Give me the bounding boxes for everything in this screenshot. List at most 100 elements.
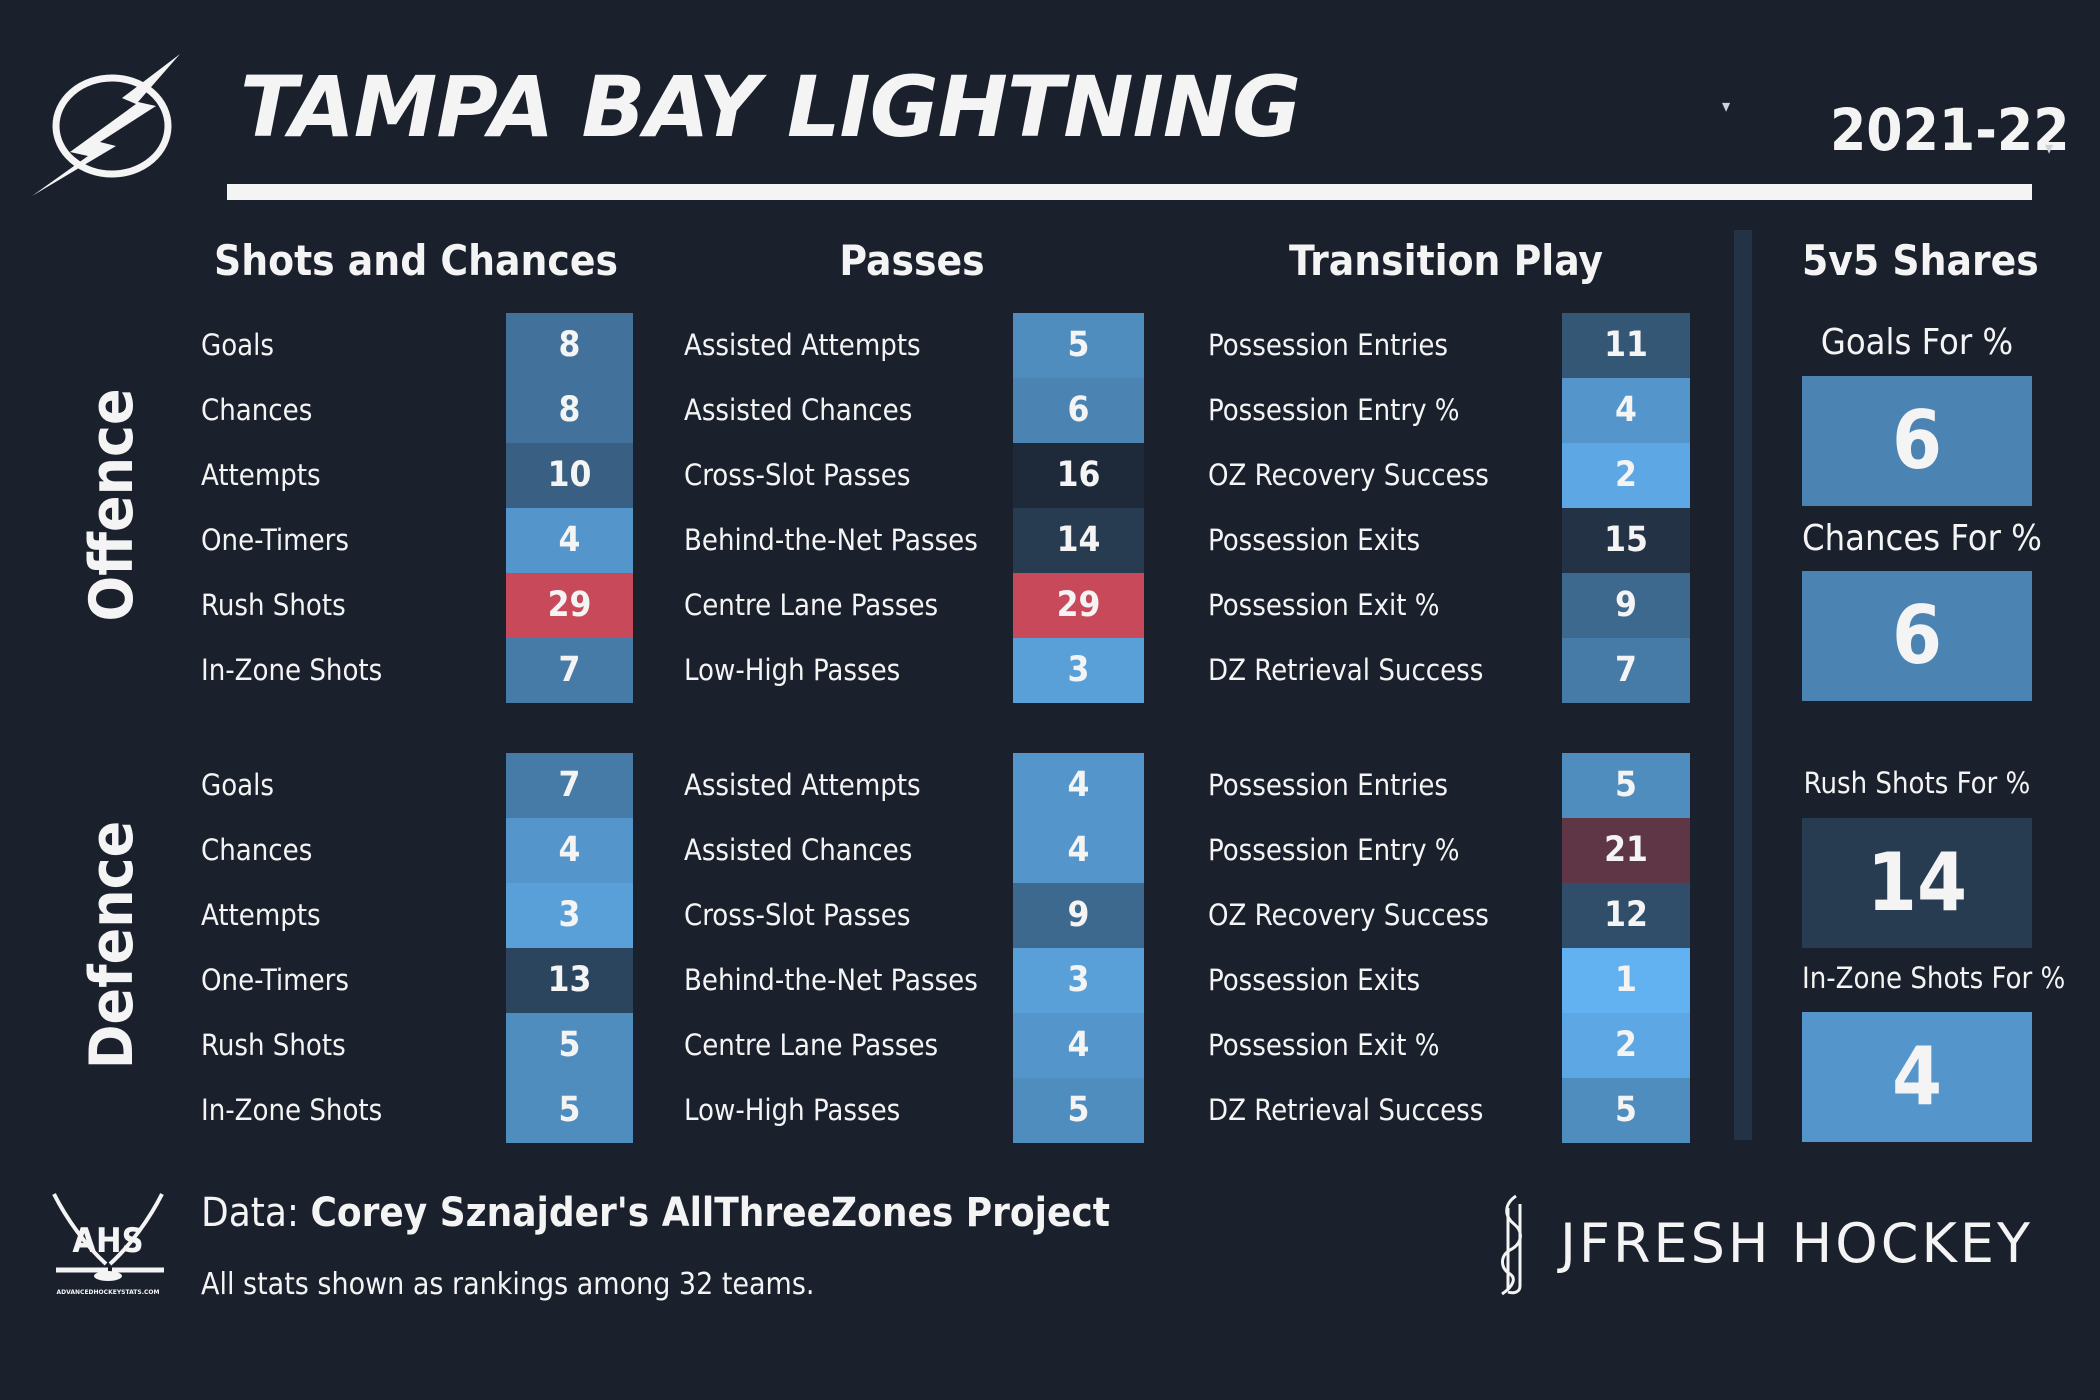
defence-label: Defence [77, 820, 147, 1070]
share-rank-box: 6 [1802, 571, 2032, 701]
season-dropdown-chevron-icon[interactable]: ▾ [2045, 138, 2054, 159]
share-rank-box: 4 [1802, 1012, 2032, 1142]
data-source-link[interactable]: Corey Sznajder's AllThreeZones Project [310, 1190, 1110, 1236]
section-heading-shots: Shots and Chances [214, 236, 618, 285]
offence-shots-rank-cell: 8 [506, 313, 633, 378]
team-dropdown-chevron-icon[interactable]: ▾ [1722, 96, 1731, 117]
offence-transition-row-label: Possession Exit % [1208, 588, 1440, 622]
defence-transition-rank-cell: 5 [1562, 1078, 1690, 1143]
offence-transition-row-label: Possession Entries [1208, 328, 1448, 362]
defence-shots-rank-cell: 13 [506, 948, 633, 1013]
offence-shots-row-label: In-Zone Shots [201, 653, 383, 687]
share-title: Rush Shots For % [1803, 766, 2031, 800]
share-title: In-Zone Shots For % [1802, 961, 2066, 995]
defence-passes-row-label: Assisted Chances [684, 833, 913, 867]
defence-transition-rank-cell: 5 [1562, 753, 1690, 818]
ahs-logo-text: AHS [72, 1221, 143, 1261]
offence-transition-row-label: Possession Exits [1208, 523, 1421, 557]
defence-passes-row-label: Low-High Passes [684, 1093, 901, 1127]
offence-transition-row-label: DZ Retrieval Success [1208, 653, 1484, 687]
data-credit: Data: Corey Sznajder's AllThreeZones Pro… [201, 1190, 1110, 1236]
offence-passes-row-label: Cross-Slot Passes [684, 458, 911, 492]
defence-shots-row-label: Attempts [201, 898, 321, 932]
lightning-logo-icon [32, 54, 180, 196]
share-rank-box: 6 [1802, 376, 2032, 506]
offence-shots-rank-cell: 7 [506, 638, 633, 703]
offence-transition-row-label: OZ Recovery Success [1208, 458, 1489, 492]
defence-transition-row-label: Possession Exit % [1208, 1028, 1440, 1062]
offence-shots-rank-cell: 8 [506, 378, 633, 443]
offence-shots-row-label: One-Timers [201, 523, 349, 557]
season-select[interactable]: 2021-22 [1830, 96, 2070, 164]
ahs-logo-icon: AHS ADVANCEDHOCKEYSTATS.COM [52, 1193, 164, 1296]
offence-shots-rank-cell: 10 [506, 443, 633, 508]
defence-passes-row-label: Behind-the-Net Passes [684, 963, 978, 997]
defence-passes-rank-cell: 4 [1013, 818, 1144, 883]
offence-label: Offence [77, 388, 147, 622]
data-credit-prefix: Data: [201, 1190, 311, 1236]
defence-shots-rank-cell: 4 [506, 818, 633, 883]
defence-transition-rank-cell: 2 [1562, 1013, 1690, 1078]
offence-passes-rank-cell: 14 [1013, 508, 1144, 573]
offence-passes-row-label: Assisted Attempts [684, 328, 921, 362]
defence-shots-rank-cell: 3 [506, 883, 633, 948]
team-title: TAMPA BAY LIGHTNING [240, 58, 1301, 156]
defence-passes-rank-cell: 9 [1013, 883, 1144, 948]
defence-shots-row-label: Rush Shots [201, 1028, 346, 1062]
offence-shots-row-label: Chances [201, 393, 313, 427]
offence-shots-rank-cell: 29 [506, 573, 633, 638]
offence-transition-rank-cell: 7 [1562, 638, 1690, 703]
offence-passes-rank-cell: 29 [1013, 573, 1144, 638]
shares-divider [1734, 230, 1752, 1140]
jfresh-logo-icon [1501, 1194, 1522, 1296]
defence-passes-rank-cell: 4 [1013, 753, 1144, 818]
defence-shots-row-label: In-Zone Shots [201, 1093, 383, 1127]
defence-transition-rank-cell: 1 [1562, 948, 1690, 1013]
offence-passes-rank-cell: 6 [1013, 378, 1144, 443]
ahs-logo-url: ADVANCEDHOCKEYSTATS.COM [57, 1289, 160, 1296]
defence-shots-rank-cell: 7 [506, 753, 633, 818]
offence-passes-rank-cell: 16 [1013, 443, 1144, 508]
defence-transition-rank-cell: 21 [1562, 818, 1690, 883]
defence-transition-row-label: OZ Recovery Success [1208, 898, 1489, 932]
offence-passes-row-label: Behind-the-Net Passes [684, 523, 978, 557]
offence-shots-row-label: Rush Shots [201, 588, 346, 622]
offence-transition-rank-cell: 15 [1562, 508, 1690, 573]
defence-shots-rank-cell: 5 [506, 1078, 633, 1143]
offence-passes-rank-cell: 3 [1013, 638, 1144, 703]
offence-shots-rank-cell: 4 [506, 508, 633, 573]
defence-transition-row-label: Possession Entries [1208, 768, 1448, 802]
offence-transition-rank-cell: 4 [1562, 378, 1690, 443]
share-title: Goals For % [1820, 322, 2014, 363]
offence-transition-rank-cell: 9 [1562, 573, 1690, 638]
defence-shots-rank-cell: 5 [506, 1013, 633, 1078]
defence-passes-row-label: Assisted Attempts [684, 768, 921, 802]
defence-transition-row-label: Possession Exits [1208, 963, 1421, 997]
defence-passes-rank-cell: 5 [1013, 1078, 1144, 1143]
defence-transition-row-label: Possession Entry % [1208, 833, 1460, 867]
defence-passes-rank-cell: 4 [1013, 1013, 1144, 1078]
defence-shots-row-label: Chances [201, 833, 313, 867]
offence-transition-rank-cell: 2 [1562, 443, 1690, 508]
section-heading-passes: Passes [839, 236, 985, 285]
defence-passes-rank-cell: 3 [1013, 948, 1144, 1013]
offence-passes-row-label: Low-High Passes [684, 653, 901, 687]
section-heading-shares: 5v5 Shares [1802, 236, 2039, 285]
offence-passes-row-label: Centre Lane Passes [684, 588, 939, 622]
offence-shots-row-label: Attempts [201, 458, 321, 492]
title-divider [227, 184, 2032, 200]
offence-passes-row-label: Assisted Chances [684, 393, 913, 427]
offence-shots-row-label: Goals [201, 328, 275, 362]
rankings-footnote: All stats shown as rankings among 32 tea… [201, 1267, 815, 1302]
share-title: Chances For % [1802, 518, 2042, 559]
defence-shots-row-label: Goals [201, 768, 275, 802]
defence-transition-row-label: DZ Retrieval Success [1208, 1093, 1484, 1127]
defence-passes-row-label: Centre Lane Passes [684, 1028, 939, 1062]
share-rank-box: 14 [1802, 818, 2032, 948]
jfresh-hockey-brand: JFRESH HOCKEY [1560, 1212, 2034, 1275]
defence-passes-row-label: Cross-Slot Passes [684, 898, 911, 932]
offence-transition-row-label: Possession Entry % [1208, 393, 1460, 427]
offence-passes-rank-cell: 5 [1013, 313, 1144, 378]
defence-shots-row-label: One-Timers [201, 963, 349, 997]
section-heading-transition: Transition Play [1288, 236, 1604, 285]
